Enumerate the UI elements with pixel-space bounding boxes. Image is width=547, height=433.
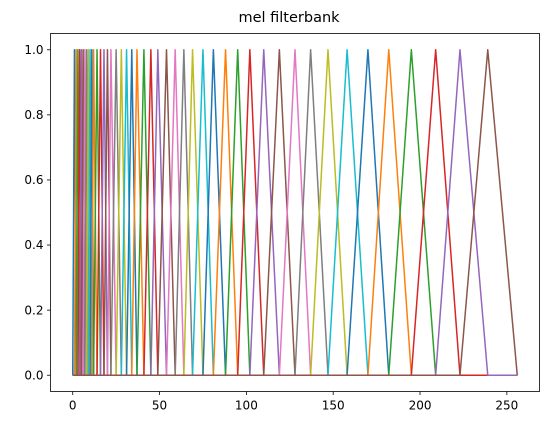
y-tick-label: 0.8 xyxy=(24,108,43,122)
y-axis-ticks: 0.0 0.2 0.4 0.6 0.8 1.0 xyxy=(24,43,51,382)
x-tick-label: 0 xyxy=(69,399,77,413)
x-tick-label: 50 xyxy=(152,399,167,413)
x-axis-ticks: 0 50 100 150 200 250 xyxy=(69,391,518,413)
x-tick-label: 100 xyxy=(235,399,258,413)
y-tick-label: 0.0 xyxy=(24,368,43,382)
plot-frame xyxy=(50,33,540,392)
y-tick-label: 0.2 xyxy=(24,303,43,317)
chart-title: mel filterbank xyxy=(238,10,340,26)
y-tick-label: 1.0 xyxy=(24,43,43,57)
filter-line-46 xyxy=(72,49,519,376)
x-tick-label: 250 xyxy=(495,399,518,413)
y-tick-label: 0.4 xyxy=(24,238,43,252)
filter-lines xyxy=(71,49,519,376)
x-tick-label: 150 xyxy=(322,399,345,413)
y-tick-label: 0.6 xyxy=(24,173,43,187)
x-tick-label: 200 xyxy=(409,399,432,413)
